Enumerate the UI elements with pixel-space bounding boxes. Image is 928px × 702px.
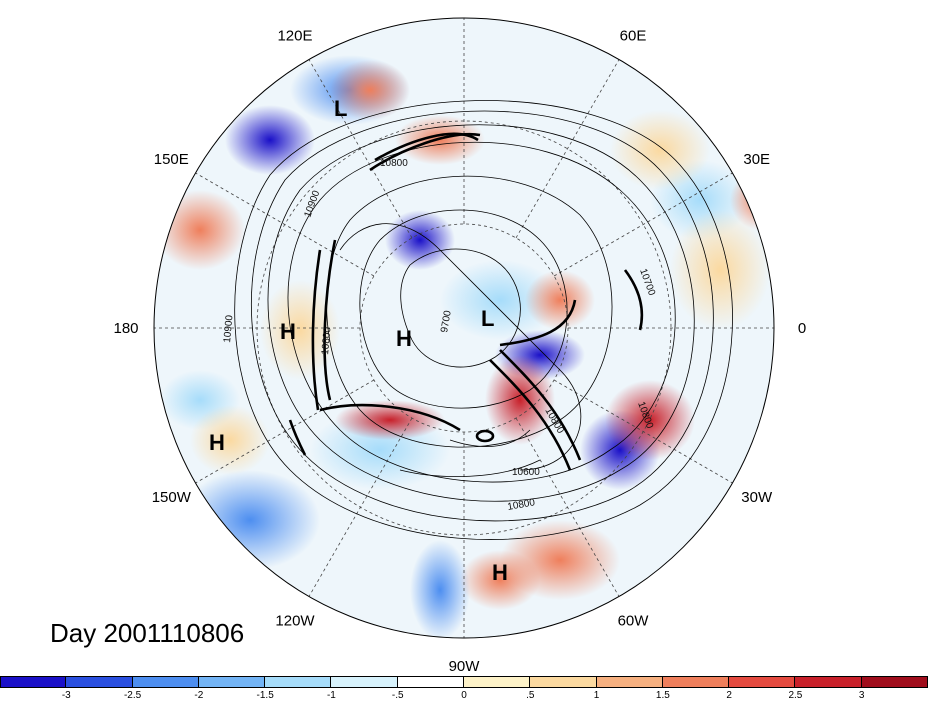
colorbar-box: [265, 676, 332, 688]
low-pressure-marker: L: [334, 96, 347, 121]
colorbar-box: [464, 676, 531, 688]
longitude-label: 120W: [275, 613, 315, 630]
contour-label: 9700: [439, 309, 454, 333]
high-pressure-marker: H: [209, 430, 225, 455]
contour-label: 10800: [320, 326, 333, 355]
colorbar-label: 2: [726, 690, 732, 701]
meridian-line: [515, 59, 620, 239]
high-pressure-marker: H: [280, 319, 296, 344]
colorbar-label: 2.5: [788, 690, 803, 701]
colorbar-label: .5: [526, 690, 535, 701]
meridian-line: [553, 172, 733, 277]
colorbar-box: [0, 676, 67, 688]
colorbar-box: [66, 676, 133, 688]
longitude-labels: 90E60E30E030W60W90W120W150W180150E120E: [113, 27, 806, 675]
colorbar-box: [331, 676, 398, 688]
colorbar-box: [132, 676, 199, 688]
colorbar-box: [397, 676, 464, 688]
colorbar-box: [795, 676, 862, 688]
contour-label: 10800: [380, 158, 408, 169]
colorbar-label: -.5: [391, 690, 404, 701]
colorbar-label: -3: [61, 690, 71, 701]
meridian-line: [515, 417, 620, 597]
contour-label: 10800: [507, 497, 537, 513]
colorbar-label: 1: [593, 690, 600, 701]
graticule: [154, 18, 774, 638]
map-boundary: [153, 17, 775, 639]
meridian-line: [195, 379, 375, 484]
longitude-label: 30W: [741, 489, 773, 506]
high-pressure-marker: H: [492, 560, 508, 585]
longitude-label: 60E: [620, 27, 647, 44]
meridian-line: [308, 417, 413, 597]
meridian-line: [553, 379, 733, 484]
longitude-label: 90W: [449, 658, 481, 675]
longitude-label: 30E: [743, 151, 770, 168]
longitude-label: 120E: [277, 27, 312, 44]
longitude-label: 180: [113, 320, 138, 337]
meridian-line: [308, 59, 413, 239]
height-contours: [234, 100, 733, 540]
colorbar-box: [198, 676, 266, 688]
longitude-label: 150W: [152, 489, 192, 506]
colorbar: -3 -2.5 -2 -1.5 -1 -.5 0 .5 1 1.5 2 2.5 3: [0, 676, 928, 702]
colorbar-label: -1.5: [256, 690, 274, 701]
colorbar-frame: [0, 676, 928, 688]
colorbar-label: -2: [194, 690, 204, 701]
colorbar-label: 1.5: [655, 690, 670, 701]
jet-contours: [288, 132, 644, 471]
colorbar-box: [530, 676, 597, 688]
low-pressure-marker: L: [481, 306, 494, 331]
meridian-line: [195, 172, 375, 277]
colorbar-label: 0: [461, 690, 467, 701]
colorbar-box: [729, 676, 796, 688]
contour-label: 10900: [222, 314, 235, 343]
contour-label: 10600: [512, 467, 540, 478]
colorbar-box: [662, 676, 730, 688]
longitude-label: 60W: [618, 613, 650, 630]
polar-map-svg: 90E60E30E030W60W90W120W150W180150E120E 1…: [113, 17, 806, 675]
high-pressure-marker: H: [396, 326, 412, 351]
longitude-label: 0: [798, 320, 806, 337]
longitude-label: 150E: [154, 151, 189, 168]
pressure-systems: L L H H H H: [209, 96, 508, 585]
colorbar-box: [596, 676, 663, 688]
colorbar-label: 3: [858, 690, 865, 701]
colorbar-label: -1: [326, 690, 336, 701]
colorbar-label: -2.5: [123, 690, 142, 701]
day-title: Day 2001110806: [50, 618, 245, 648]
